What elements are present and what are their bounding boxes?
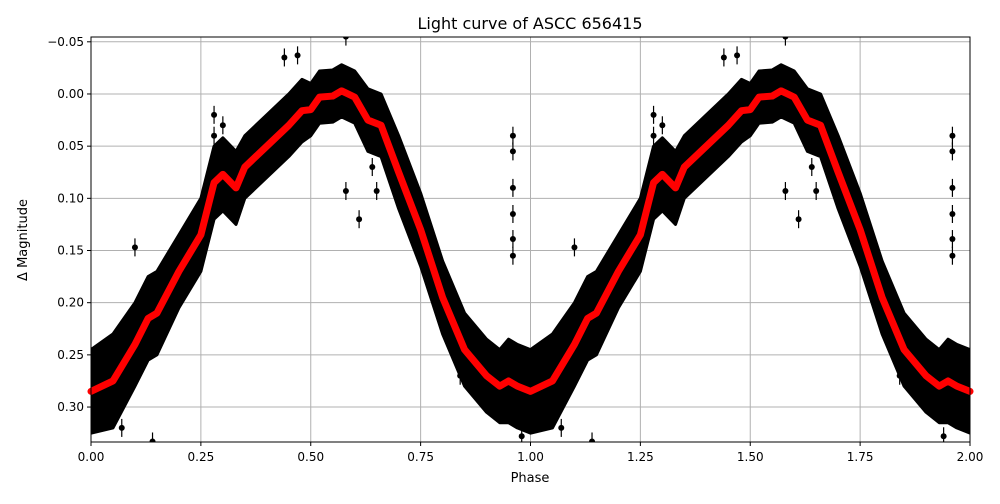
data-point	[131, 244, 138, 251]
data-point	[949, 252, 956, 259]
x-tick-label: 1.25	[627, 450, 654, 464]
data-point	[509, 184, 516, 191]
data-point	[509, 210, 516, 217]
x-tick-label: 2.00	[957, 450, 984, 464]
data-point	[659, 122, 666, 129]
data-point	[949, 210, 956, 217]
data-point	[949, 236, 956, 243]
y-tick-label: −0.05	[47, 35, 84, 49]
data-point	[808, 164, 815, 171]
data-point	[342, 37, 349, 40]
data-point	[734, 52, 741, 59]
data-point	[650, 132, 657, 139]
x-tick-label: 1.00	[517, 450, 544, 464]
x-axis-ticks: 0.00 0.25 0.50 0.75 1.00 1.25 1.50 1.75 2.00	[78, 442, 984, 464]
data-point	[949, 148, 956, 155]
data-point	[373, 188, 380, 195]
model-curve-line	[87, 87, 974, 395]
data-point	[650, 111, 657, 118]
y-axis-ticks: −0.05 0.00 0.05 0.10 0.15 0.20 0.25 0.30	[47, 35, 91, 414]
y-tick-label: 0.15	[57, 244, 84, 258]
data-point	[219, 122, 226, 129]
data-point	[949, 132, 956, 139]
data-point	[720, 54, 727, 61]
model-curve	[87, 87, 974, 395]
data-point	[509, 148, 516, 155]
x-tick-label: 1.50	[737, 450, 764, 464]
y-tick-label: 0.00	[57, 87, 84, 101]
data-point	[369, 164, 376, 171]
data-point	[571, 244, 578, 251]
y-tick-label: 0.05	[57, 139, 84, 153]
data-point	[558, 424, 565, 431]
data-point	[118, 424, 125, 431]
data-point	[356, 216, 363, 223]
x-axis-label: Phase	[511, 471, 550, 486]
data-point	[940, 433, 947, 440]
y-tick-label: 0.25	[57, 348, 84, 362]
data-point	[782, 37, 789, 40]
data-point	[782, 188, 789, 195]
chart-title: Light curve of ASCC 656415	[417, 14, 642, 33]
data-point	[509, 252, 516, 259]
x-tick-label: 0.25	[188, 450, 215, 464]
data-point	[509, 236, 516, 243]
data-point	[211, 132, 218, 139]
data-point	[457, 372, 464, 379]
x-tick-label: 0.75	[407, 450, 434, 464]
data-point	[294, 52, 301, 59]
y-tick-label: 0.10	[57, 191, 84, 205]
data-point	[896, 372, 903, 379]
data-point	[342, 188, 349, 195]
data-point	[281, 54, 288, 61]
x-tick-label: 0.00	[78, 450, 105, 464]
data-point	[949, 184, 956, 191]
observations-band-area	[91, 63, 970, 435]
data-point	[149, 438, 156, 442]
y-tick-label: 0.30	[57, 400, 84, 414]
data-point	[518, 433, 525, 440]
data-point	[589, 438, 596, 442]
data-point	[211, 111, 218, 118]
data-point	[795, 216, 802, 223]
data-point	[509, 132, 516, 139]
x-tick-label: 0.50	[297, 450, 324, 464]
observations-band	[91, 63, 970, 435]
y-tick-label: 0.20	[57, 296, 84, 310]
y-axis-label: Δ Magnitude	[16, 199, 31, 281]
outlier-points	[118, 37, 956, 442]
x-tick-label: 1.75	[847, 450, 874, 464]
data-point	[813, 188, 820, 195]
